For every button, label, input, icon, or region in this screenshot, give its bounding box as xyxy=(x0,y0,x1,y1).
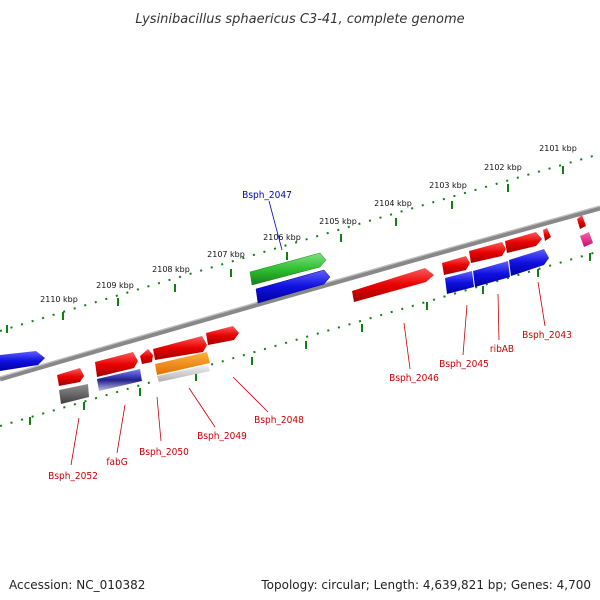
gene-small-red-1[interactable] xyxy=(442,256,470,275)
gene-bsph-2047-cds[interactable] xyxy=(255,269,331,304)
inner-scale-track xyxy=(0,250,600,427)
outer-scale-track xyxy=(0,153,600,332)
gene-red-2043[interactable] xyxy=(505,232,542,253)
gene-label-bsph-2050[interactable]: Bsph_2050 xyxy=(139,447,189,458)
gene-red-left[interactable] xyxy=(57,368,84,386)
major-ticks xyxy=(6,166,591,425)
gene-label-fabg[interactable]: fabG xyxy=(106,457,127,468)
gene-label-bsph-2046[interactable]: Bsph_2046 xyxy=(389,373,439,384)
accession-label: Accession: NC_010382 xyxy=(9,578,146,592)
gene-bsph-2050-red[interactable] xyxy=(140,349,153,364)
gene-label-bsph-2052[interactable]: Bsph_2052 xyxy=(48,471,98,482)
gene-pink[interactable] xyxy=(580,232,593,247)
leader-lines xyxy=(70,200,546,466)
gene-label-bsph-2048[interactable]: Bsph_2048 xyxy=(254,415,304,426)
scale-label-2103: 2103 kbp xyxy=(429,181,467,190)
gene-bsph-2049[interactable] xyxy=(155,352,210,375)
gene-bsph-2048[interactable] xyxy=(206,326,239,345)
map-title: Lysinibacillus sphaericus C3-41, complet… xyxy=(135,12,464,27)
gene-bsph-2045[interactable] xyxy=(445,271,474,294)
genome-backbone xyxy=(0,205,600,382)
scale-label-2109: 2109 kbp xyxy=(96,281,134,290)
gene-label-bsph-2049[interactable]: Bsph_2049 xyxy=(197,431,247,442)
scale-label-2101: 2101 kbp xyxy=(539,144,577,153)
gene-ribab[interactable] xyxy=(473,261,510,287)
gene-label-bsph-2043[interactable]: Bsph_2043 xyxy=(522,330,572,341)
gene-label-bsph-2045[interactable]: Bsph_2045 xyxy=(439,359,489,370)
gene-bsph-2047-rna[interactable] xyxy=(249,252,327,286)
gene-red-2044[interactable] xyxy=(469,242,506,263)
gene-blue-left[interactable] xyxy=(0,351,45,371)
gene-red-tiny[interactable] xyxy=(543,228,551,241)
gene-bsph-2043[interactable] xyxy=(509,249,549,276)
scale-label-2110: 2110 kbp xyxy=(40,295,78,304)
scale-label-2105: 2105 kbp xyxy=(319,217,357,226)
scale-label-2108: 2108 kbp xyxy=(152,265,190,274)
gene-bsph-2049-shadow[interactable] xyxy=(157,365,210,382)
scale-label-2102: 2102 kbp xyxy=(484,163,522,172)
gene-fabg[interactable] xyxy=(97,369,142,391)
gene-label-bsph-2047[interactable]: Bsph_2047 xyxy=(242,190,292,201)
gene-bsph-2052[interactable] xyxy=(59,384,89,404)
gene-bsph-2046[interactable] xyxy=(352,268,434,302)
gene-label-ribab[interactable]: ribAB xyxy=(490,344,514,355)
scale-label-2104: 2104 kbp xyxy=(374,199,412,208)
scale-label-2107: 2107 kbp xyxy=(207,250,245,259)
gene-fabg-red[interactable] xyxy=(95,352,138,377)
gene-red-mid[interactable] xyxy=(153,336,207,360)
gene-red-edge[interactable] xyxy=(577,215,586,229)
genome-summary: Topology: circular; Length: 4,639,821 bp… xyxy=(261,578,591,592)
scale-label-2106: 2106 kbp xyxy=(263,233,301,242)
